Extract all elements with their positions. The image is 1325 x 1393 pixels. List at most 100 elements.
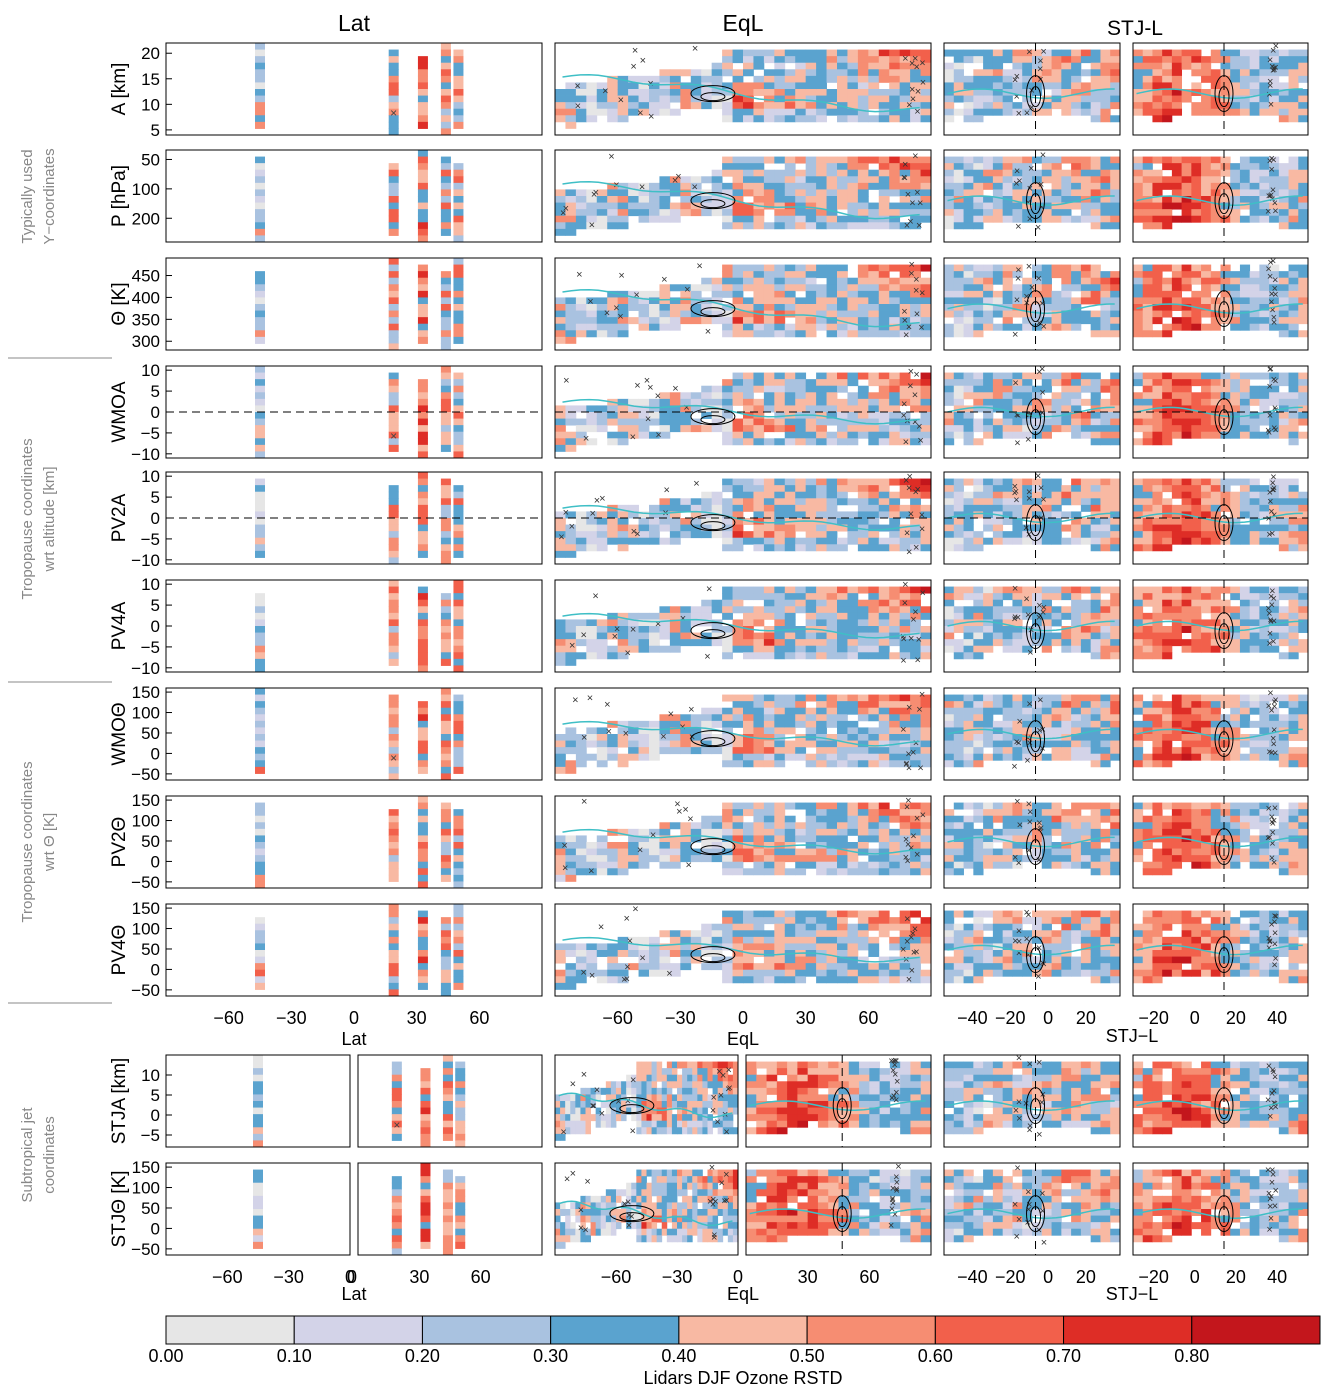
heat-cell bbox=[847, 747, 859, 755]
heat-cell bbox=[1051, 89, 1062, 96]
heat-cell bbox=[440, 438, 451, 446]
heat-cell bbox=[983, 69, 994, 77]
heat-cell bbox=[1201, 431, 1212, 439]
heat-cell bbox=[1032, 169, 1043, 177]
heat-cell bbox=[816, 310, 827, 318]
heat-cell bbox=[1100, 102, 1111, 110]
heat-cell bbox=[784, 599, 796, 607]
heat-cell bbox=[953, 518, 964, 525]
heat-cell bbox=[1230, 284, 1241, 292]
heat-cell bbox=[565, 544, 577, 552]
heat-cell bbox=[732, 478, 744, 486]
heat-cell bbox=[816, 485, 827, 493]
heat-cell bbox=[857, 156, 869, 164]
heat-cell bbox=[1152, 606, 1163, 614]
heat-cell bbox=[388, 639, 399, 647]
heat-cell bbox=[607, 632, 619, 640]
heat-cell bbox=[1061, 639, 1072, 647]
heat-cell bbox=[763, 632, 775, 640]
heat-cell bbox=[1201, 215, 1212, 223]
heat-cell bbox=[889, 478, 901, 486]
heat-cell bbox=[1298, 645, 1309, 653]
heat-cell bbox=[1162, 202, 1173, 210]
heat-cell bbox=[847, 652, 859, 660]
heat-cell bbox=[857, 89, 869, 96]
heat-cell bbox=[1288, 511, 1299, 519]
heat-cell bbox=[753, 544, 765, 552]
heat-cell bbox=[763, 727, 775, 735]
heat-cell bbox=[732, 209, 744, 217]
heat-cell bbox=[899, 95, 911, 103]
heat-cell bbox=[910, 284, 921, 292]
heat-cell bbox=[388, 760, 399, 768]
heat-cell bbox=[953, 202, 964, 210]
heat-cell bbox=[1298, 606, 1309, 614]
heat-cell bbox=[1152, 310, 1163, 318]
heat-cell bbox=[1259, 304, 1270, 311]
heat-cell bbox=[889, 163, 901, 171]
heat-cell bbox=[638, 398, 650, 406]
heat-cell bbox=[795, 398, 807, 406]
heat-cell bbox=[973, 372, 984, 380]
heat-cell bbox=[784, 431, 796, 439]
insignificant-marker: × bbox=[919, 588, 925, 600]
heat-cell bbox=[596, 215, 608, 223]
heat-cell bbox=[953, 606, 964, 614]
insignificant-marker: × bbox=[1027, 647, 1033, 659]
heat-cell bbox=[453, 504, 464, 512]
heat-cell bbox=[944, 89, 955, 96]
heat-cell bbox=[1041, 49, 1052, 57]
heat-cell bbox=[983, 202, 994, 210]
heat-cell bbox=[1002, 75, 1013, 83]
heat-cell bbox=[743, 593, 754, 601]
heat-cell bbox=[617, 619, 629, 627]
heat-cell bbox=[388, 271, 399, 279]
heat-cell bbox=[753, 537, 765, 545]
heat-cell bbox=[1041, 156, 1052, 164]
heat-cell bbox=[586, 645, 598, 653]
heat-cell bbox=[1133, 56, 1144, 64]
heat-cell bbox=[596, 189, 608, 197]
heat-cell bbox=[1051, 593, 1062, 601]
heat-cell bbox=[722, 82, 733, 90]
heat-cell bbox=[1032, 498, 1043, 506]
heat-cell bbox=[868, 95, 880, 103]
insignificant-marker: × bbox=[618, 94, 624, 106]
heat-cell bbox=[837, 720, 848, 728]
heat-cell bbox=[774, 317, 786, 325]
heat-cell bbox=[1201, 599, 1212, 607]
heat-cell bbox=[1249, 531, 1260, 539]
heat-cell bbox=[910, 62, 921, 70]
heat-cell bbox=[701, 425, 713, 433]
heat-cell bbox=[1201, 89, 1212, 96]
heat-cell bbox=[732, 330, 744, 338]
heat-cell bbox=[910, 639, 921, 647]
heat-cell bbox=[680, 632, 692, 640]
heat-cell bbox=[899, 431, 911, 439]
heat-cell bbox=[868, 425, 880, 433]
heat-cell bbox=[388, 518, 399, 526]
heat-cell bbox=[1278, 612, 1289, 620]
heat-cell bbox=[763, 102, 775, 110]
heat-cell bbox=[795, 379, 807, 387]
heat-cell bbox=[1002, 612, 1013, 620]
insignificant-marker: × bbox=[912, 417, 918, 429]
heat-cell bbox=[1061, 95, 1072, 103]
heat-cell bbox=[1142, 89, 1153, 96]
heat-cell bbox=[649, 102, 660, 110]
insignificant-marker: × bbox=[612, 631, 618, 643]
heat-cell bbox=[1181, 182, 1192, 190]
heat-cell bbox=[388, 82, 399, 90]
heat-cell bbox=[1191, 405, 1202, 413]
heat-cell bbox=[763, 593, 775, 601]
heat-cell bbox=[992, 277, 1004, 285]
heat-cell bbox=[1278, 632, 1289, 640]
heat-cell bbox=[732, 398, 744, 406]
heat-cell bbox=[1051, 82, 1062, 90]
heat-cell bbox=[1201, 56, 1212, 64]
heat-cell bbox=[722, 626, 733, 633]
heat-cell bbox=[1080, 271, 1092, 279]
insignificant-marker: × bbox=[1012, 329, 1018, 341]
heat-cell bbox=[1133, 491, 1144, 499]
heat-cell bbox=[617, 740, 629, 748]
